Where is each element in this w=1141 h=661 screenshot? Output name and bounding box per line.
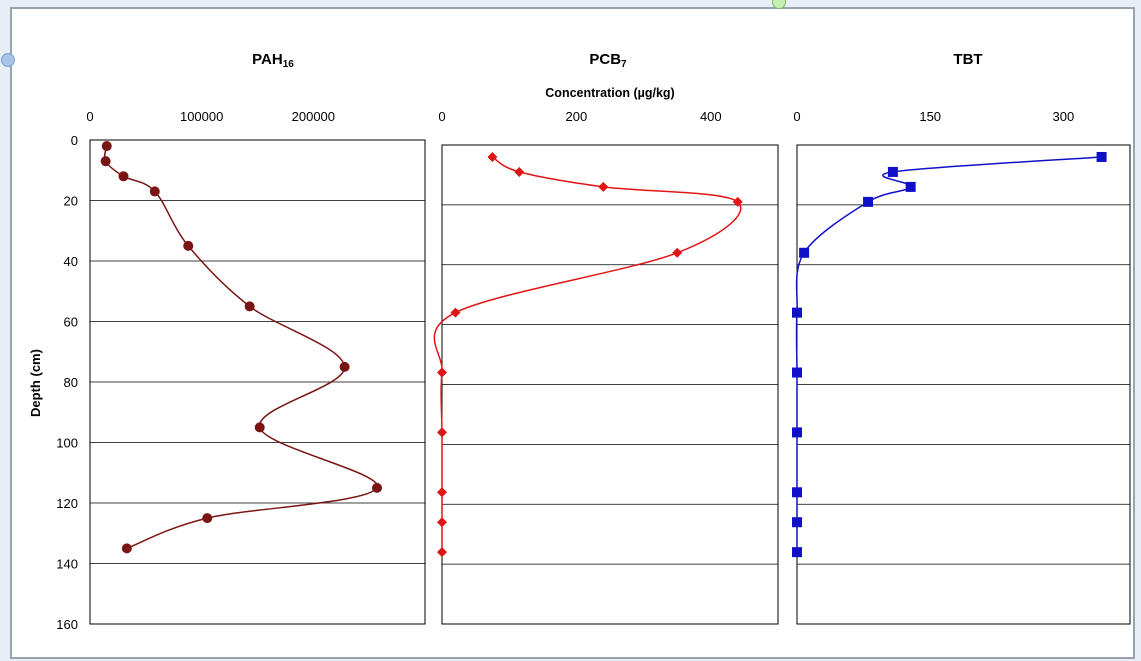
panel-tbt: 0 150 300 <box>792 109 1131 625</box>
y-tick-label: 60 <box>64 315 78 330</box>
data-point <box>118 171 129 182</box>
data-point <box>792 307 802 318</box>
x-tick-label: 100000 <box>180 109 223 124</box>
data-point <box>202 513 213 524</box>
data-point <box>863 196 874 207</box>
x-tick-label: 0 <box>438 109 445 124</box>
data-point <box>437 367 447 378</box>
data-point <box>905 181 916 192</box>
data-point <box>437 547 447 558</box>
data-point <box>487 151 498 162</box>
y-axis-label: Depth (cm) <box>28 349 43 417</box>
data-point <box>792 547 802 558</box>
data-point <box>514 166 525 177</box>
data-point <box>598 181 609 192</box>
data-point <box>887 166 898 177</box>
data-point <box>254 422 265 433</box>
data-point <box>101 141 112 152</box>
x-tick-label: 0 <box>793 109 800 124</box>
x-tick-label: 400 <box>700 109 722 124</box>
data-point <box>799 247 810 258</box>
x-tick-label: 0 <box>86 109 93 124</box>
y-tick-label: 120 <box>56 496 78 511</box>
data-point <box>437 487 447 498</box>
x-axis-label: Concentration (µg/kg) <box>545 86 674 100</box>
data-point <box>450 307 461 318</box>
data-point <box>792 517 802 528</box>
panel-title-pah16: PAH16 <box>252 51 294 70</box>
window-handle-left <box>1 53 15 67</box>
data-point <box>121 543 132 554</box>
y-tick-label: 20 <box>64 194 78 209</box>
data-point <box>732 196 743 207</box>
data-point <box>371 482 382 493</box>
y-tick-label: 80 <box>64 375 78 390</box>
panel-pah16: 0 100000 200000 0 20 40 60 80 100 120 140 160 <box>56 109 426 632</box>
panel-title-tbt: TBT <box>953 51 982 68</box>
data-point <box>244 301 255 312</box>
panel-pcb7: 0 200 400 <box>433 109 779 625</box>
panel-title-pcb7: PCB7 <box>589 51 627 70</box>
data-point <box>672 247 683 258</box>
x-tick-label: 150 <box>919 109 941 124</box>
x-tick-label: 300 <box>1053 109 1075 124</box>
data-point <box>149 186 160 197</box>
y-tick-label: 40 <box>64 254 78 269</box>
y-tick-label: 160 <box>56 617 78 632</box>
x-tick-label: 200 <box>566 109 588 124</box>
data-point <box>437 427 447 438</box>
data-point <box>339 361 350 372</box>
y-tick-label: 0 <box>71 133 78 148</box>
x-tick-label: 200000 <box>292 109 335 124</box>
data-point <box>183 240 194 251</box>
window-handle-top <box>772 0 786 9</box>
data-point <box>792 487 802 498</box>
y-tick-label: 140 <box>56 557 78 572</box>
data-point <box>792 367 802 378</box>
data-point <box>792 427 802 438</box>
y-tick-label: 100 <box>56 436 78 451</box>
data-point <box>437 517 447 528</box>
data-point <box>100 156 111 167</box>
data-point <box>1096 151 1107 162</box>
